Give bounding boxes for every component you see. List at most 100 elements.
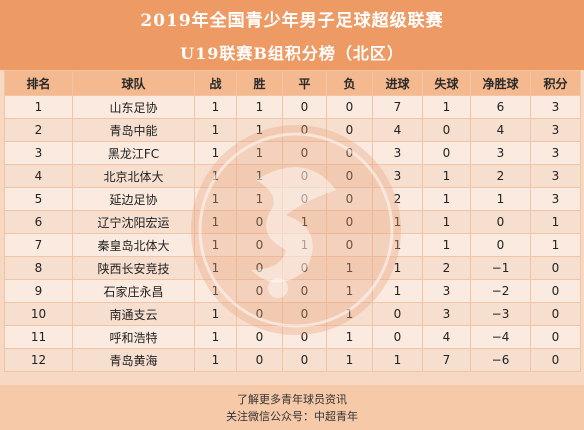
table-cell: 7 — [4, 233, 73, 257]
table-cell: 1 — [372, 210, 423, 234]
table-cell: 山东足协 — [72, 95, 195, 119]
table-cell: 1 — [194, 210, 237, 234]
table-cell: 1 — [4, 95, 73, 119]
table-row: 4 北京北体大 1 1 0 0 3 1 2 3 — [4, 164, 581, 188]
table-cell: 0 — [372, 325, 423, 349]
table-cell: 2 — [422, 256, 471, 280]
table-cell: 0 — [282, 302, 327, 326]
table-cell: 2 — [4, 118, 73, 142]
table-cell: 1 — [194, 256, 237, 280]
table-cell: 4 — [4, 164, 73, 188]
table-row: 3 黑龙江FC 1 1 0 0 3 0 3 3 — [4, 141, 581, 165]
table-cell: 3 — [372, 164, 423, 188]
table-cell: 石家庄永昌 — [72, 279, 195, 303]
table-cell: 0 — [530, 256, 581, 280]
table-cell: 1 — [194, 348, 237, 372]
table-body: 1 山东足协 1 1 0 0 7 1 6 3 2 青岛中能 1 1 0 0 4 0 4 3 3 黑龙江FC 1 1 0 0 3 0 3 3… — [4, 95, 581, 372]
page-title: 2019年全国青少年男子足球超级联赛 — [140, 11, 444, 31]
column-header: 失球 — [422, 70, 471, 96]
table-cell: 3 — [530, 118, 581, 142]
table-cell: 3 — [4, 141, 73, 165]
table-row: 8 陕西长安竞技 1 0 0 1 1 2 −1 0 — [4, 256, 581, 280]
table-cell: 1 — [236, 118, 283, 142]
table-cell: 1 — [194, 279, 237, 303]
table-cell: 0 — [530, 302, 581, 326]
table-cell: 3 — [422, 279, 471, 303]
table-cell: 秦皇岛北体大 — [72, 233, 195, 257]
page-subtitle: U19联赛B组积分榜（北区） — [180, 44, 404, 63]
table-cell: 0 — [326, 95, 373, 119]
table-cell: 1 — [326, 325, 373, 349]
table-cell: 1 — [282, 210, 327, 234]
footer-line-2: 关注微信公众号：中超青年 — [226, 410, 358, 423]
table-cell: 4 — [422, 325, 471, 349]
table-cell: 0 — [326, 187, 373, 211]
table-cell: 4 — [470, 118, 531, 142]
table-cell: 0 — [236, 325, 283, 349]
table-cell: 0 — [282, 187, 327, 211]
table-cell: 1 — [372, 233, 423, 257]
table-row: 2 青岛中能 1 1 0 0 4 0 4 3 — [4, 118, 581, 142]
table-cell: 1 — [236, 164, 283, 188]
title-banner: 2019年全国青少年男子足球超级联赛 U19联赛B组积分榜（北区） — [0, 0, 584, 70]
table-cell: 0 — [326, 164, 373, 188]
table-cell: 1 — [236, 95, 283, 119]
table-cell: 0 — [236, 279, 283, 303]
table-cell: 0 — [530, 348, 581, 372]
table-cell: 1 — [422, 95, 471, 119]
table-cell: 3 — [530, 95, 581, 119]
table-cell: 1 — [530, 210, 581, 234]
table-cell: 0 — [282, 348, 327, 372]
table-header-row: 排名 球队战胜平负进球 失球 净胜球 积分 — [4, 70, 581, 96]
table-cell: 1 — [422, 164, 471, 188]
table-cell: 1 — [326, 256, 373, 280]
table-cell: 8 — [4, 256, 73, 280]
table-cell: 1 — [422, 233, 471, 257]
table-cell: 1 — [326, 348, 373, 372]
table-row: 11 呼和浩特 1 0 0 1 0 4 −4 0 — [4, 325, 581, 349]
table-cell: 0 — [326, 210, 373, 234]
table-cell: 1 — [194, 302, 237, 326]
table-cell: 1 — [372, 256, 423, 280]
table-cell: 2 — [372, 187, 423, 211]
table-cell: 青岛中能 — [72, 118, 195, 142]
table-cell: 1 — [372, 279, 423, 303]
table-cell: 0 — [282, 256, 327, 280]
column-header: 负 — [326, 70, 373, 96]
table-cell: 延边足协 — [72, 187, 195, 211]
table-cell: 1 — [194, 187, 237, 211]
table-cell: 0 — [422, 118, 471, 142]
table-row: 10 南通支云 1 0 0 1 0 3 −3 0 — [4, 302, 581, 326]
table-cell: 1 — [282, 233, 327, 257]
table-cell: 0 — [422, 141, 471, 165]
table-cell: 1 — [194, 118, 237, 142]
table-cell: 1 — [422, 210, 471, 234]
table-cell: 0 — [470, 210, 531, 234]
table-cell: 7 — [422, 348, 471, 372]
table-cell: 1 — [236, 141, 283, 165]
table-cell: 0 — [530, 325, 581, 349]
table-cell: 12 — [4, 348, 73, 372]
table-cell: 黑龙江FC — [72, 141, 195, 165]
table-cell: 南通支云 — [72, 302, 195, 326]
table-cell: 10 — [4, 302, 73, 326]
table-cell: 1 — [194, 141, 237, 165]
table-cell: 0 — [282, 164, 327, 188]
table-cell: 北京北体大 — [72, 164, 195, 188]
table-cell: 1 — [326, 279, 373, 303]
table-cell: −6 — [470, 348, 531, 372]
table-cell: 1 — [194, 325, 237, 349]
table-cell: 0 — [470, 233, 531, 257]
table-cell: 1 — [372, 348, 423, 372]
table-cell: 3 — [530, 141, 581, 165]
table-cell: 1 — [470, 187, 531, 211]
footer-line-1: 了解更多青年球员资讯 — [237, 393, 347, 406]
table-row: 6 辽宁沈阳宏运 1 0 1 0 1 1 0 1 — [4, 210, 581, 234]
table-cell: 9 — [4, 279, 73, 303]
table-cell: 1 — [236, 187, 283, 211]
column-header: 胜 — [236, 70, 283, 96]
table-cell: 7 — [372, 95, 423, 119]
table-cell: −3 — [470, 302, 531, 326]
table-cell: 3 — [470, 141, 531, 165]
